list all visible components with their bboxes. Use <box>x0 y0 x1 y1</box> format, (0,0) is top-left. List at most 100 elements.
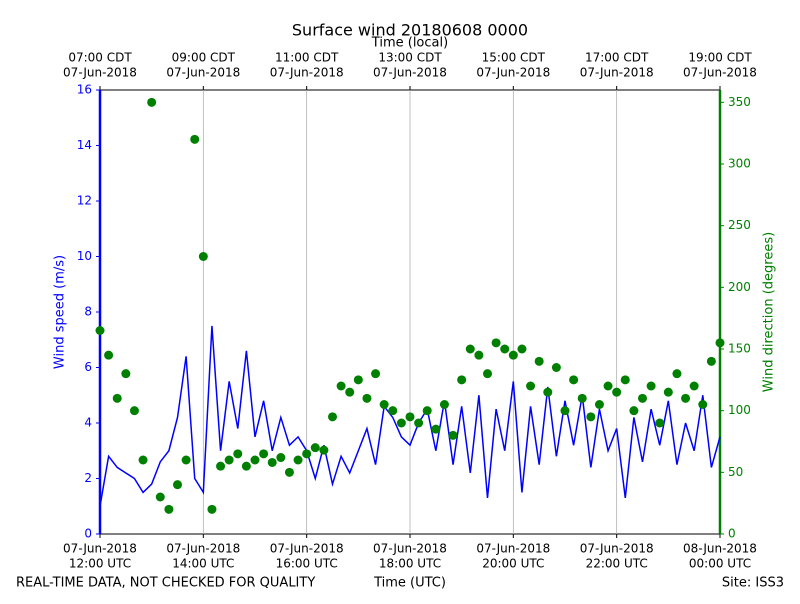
wind-direction-point <box>371 369 381 379</box>
wind-direction-point <box>233 449 243 459</box>
wind-direction-point <box>181 455 191 465</box>
x2-tick-label: 17:00 CDT <box>585 51 649 65</box>
wind-direction-point <box>319 445 329 455</box>
x2-tick-label: 07-Jun-2018 <box>373 66 447 80</box>
wind-direction-point <box>362 393 372 403</box>
x2-tick-label: 07-Jun-2018 <box>270 66 344 80</box>
y-tick-label: 14 <box>77 138 92 152</box>
y2-axis-title: Wind direction (degrees) <box>762 232 777 392</box>
wind-direction-point <box>250 455 260 465</box>
wind-direction-point <box>353 375 363 385</box>
wind-direction-point <box>104 350 114 360</box>
wind-direction-point <box>517 344 527 354</box>
y-tick-label: 2 <box>84 471 92 485</box>
wind-direction-point <box>448 430 458 440</box>
wind-direction-point <box>224 455 234 465</box>
wind-direction-point <box>431 424 441 434</box>
y-tick-label: 12 <box>77 194 92 208</box>
wind-direction-point <box>612 387 622 397</box>
x2-tick-label: 11:00 CDT <box>275 51 339 65</box>
wind-direction-point <box>672 369 682 379</box>
wind-direction-point <box>259 449 269 459</box>
y2-tick-label: 250 <box>728 218 751 232</box>
wind-direction-point <box>284 467 294 477</box>
wind-direction-point <box>310 443 320 453</box>
wind-direction-point <box>190 134 200 144</box>
wind-direction-point <box>483 369 492 379</box>
wind-direction-point <box>586 412 596 422</box>
wind-direction-point <box>629 406 639 416</box>
x2-tick-label: 07:00 CDT <box>68 51 132 65</box>
x-axis-title: Time (UTC) <box>373 576 446 591</box>
x-tick-label: 07-Jun-2018 <box>580 542 654 556</box>
wind-direction-point <box>241 461 251 471</box>
x2-tick-label: 13:00 CDT <box>378 51 442 65</box>
x2-axis-title: Time (local) <box>371 36 448 51</box>
x-tick-label: 07-Jun-2018 <box>166 542 240 556</box>
x-tick-label: 18:00 UTC <box>379 557 441 571</box>
y2-tick-label: 350 <box>728 95 751 109</box>
wind-direction-point <box>328 412 337 422</box>
wind-direction-point <box>715 338 725 348</box>
wind-direction-point <box>681 393 691 403</box>
y2-tick-label: 0 <box>728 527 736 541</box>
wind-direction-point <box>594 400 604 409</box>
x-tick-label: 08-Jun-2018 <box>683 542 757 556</box>
wind-direction-point <box>155 492 165 502</box>
x-tick-label: 07-Jun-2018 <box>476 542 550 556</box>
wind-direction-point <box>138 455 148 465</box>
wind-direction-point <box>457 375 467 385</box>
wind-direction-point <box>663 387 673 397</box>
wind-speed-line <box>99 325 721 507</box>
x2-tick-label: 07-Jun-2018 <box>166 66 240 80</box>
x-tick-label: 07-Jun-2018 <box>373 542 447 556</box>
wind-direction-point <box>147 97 157 107</box>
y-tick-label: 4 <box>84 416 92 430</box>
y2-tick-label: 200 <box>728 280 751 294</box>
x-tick-label: 00:00 UTC <box>689 557 751 571</box>
wind-direction-point <box>388 406 398 416</box>
wind-direction-point <box>638 393 647 403</box>
wind-direction-point <box>569 375 579 385</box>
wind-direction-point <box>173 480 182 490</box>
y-tick-label: 0 <box>84 527 92 541</box>
x2-tick-label: 07-Jun-2018 <box>63 66 137 80</box>
x2-tick-label: 15:00 CDT <box>482 51 546 65</box>
wind-direction-point <box>508 350 518 360</box>
wind-direction-point <box>345 387 355 397</box>
footer-right: Site: ISS3 <box>722 576 784 591</box>
wind-direction-point <box>491 338 501 348</box>
wind-direction-point <box>207 504 217 514</box>
x-tick-label: 07-Jun-2018 <box>63 542 137 556</box>
wind-direction-point <box>603 381 613 391</box>
wind-direction-point <box>379 400 389 409</box>
wind-direction-point <box>121 369 131 379</box>
x2-tick-label: 07-Jun-2018 <box>580 66 654 80</box>
x-tick-label: 16:00 UTC <box>276 557 338 571</box>
x-tick-label: 22:00 UTC <box>586 557 648 571</box>
wind-direction-point <box>112 393 122 403</box>
x-tick-label: 20:00 UTC <box>482 557 544 571</box>
wind-direction-point <box>551 363 561 372</box>
x2-tick-label: 09:00 CDT <box>172 51 236 65</box>
y-axis-title: Wind speed (m/s) <box>53 255 68 369</box>
wind-direction-point <box>560 406 570 416</box>
x-tick-label: 14:00 UTC <box>172 557 234 571</box>
x2-tick-label: 19:00 CDT <box>688 51 752 65</box>
wind-direction-point <box>95 326 105 335</box>
wind-direction-point <box>276 453 286 463</box>
footer-left: REAL-TIME DATA, NOT CHECKED FOR QUALITY <box>16 576 315 591</box>
wind-direction-point <box>689 381 699 391</box>
wind-direction-point <box>698 400 708 409</box>
y2-tick-label: 50 <box>728 465 743 479</box>
wind-direction-point <box>577 393 587 403</box>
y-tick-label: 6 <box>84 360 92 374</box>
wind-direction-point <box>198 252 208 261</box>
chart-title: Surface wind 20180608 0000 <box>292 21 528 40</box>
wind-direction-point <box>336 381 346 391</box>
wind-direction-point <box>414 418 424 428</box>
wind-direction-point <box>534 356 544 366</box>
wind-direction-point <box>422 406 432 416</box>
wind-direction-point <box>543 387 553 397</box>
